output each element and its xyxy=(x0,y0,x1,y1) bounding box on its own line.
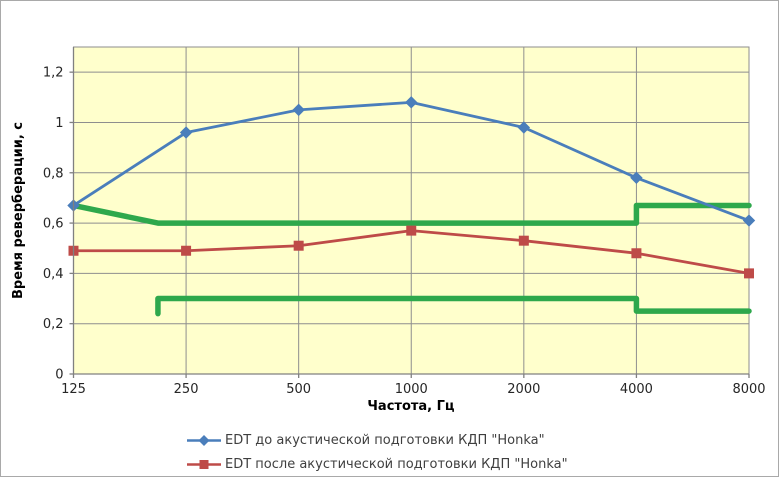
x-tick-label: 8000 xyxy=(732,382,765,397)
y-tick-label: 0,4 xyxy=(43,267,64,282)
legend-square-glyph xyxy=(199,459,209,469)
y-tick-label: 0,6 xyxy=(43,217,64,232)
y-tick-label: 0,2 xyxy=(43,317,64,332)
series-0-marker-diamond xyxy=(742,214,756,227)
legend-label-edt-after: EDT после акустической подготовки КДП "H… xyxy=(225,456,568,472)
y-axis-title: Время реверберации, с xyxy=(10,122,26,299)
series-1-marker-square xyxy=(631,248,642,259)
legend-marker-diamond-icon xyxy=(187,434,221,446)
series-1-marker-square xyxy=(181,245,192,256)
series-1-marker-square xyxy=(744,268,754,279)
series-1-marker-square xyxy=(293,240,304,251)
legend-item-edt-after: EDT после акустической подготовки КДП "H… xyxy=(187,454,568,474)
x-axis-title: Частота, Гц xyxy=(367,399,455,414)
y-tick-label: 0,8 xyxy=(43,166,64,181)
series-0-marker-diamond xyxy=(630,171,643,185)
series-0-marker-diamond xyxy=(179,126,193,139)
legend-marker-square-icon xyxy=(187,459,221,469)
annotation-upper-bound xyxy=(70,202,752,226)
legend-label-edt-before: EDT до акустической подготовки КДП "Honk… xyxy=(225,432,545,448)
x-tick-label: 250 xyxy=(174,382,199,397)
x-tick-label: 500 xyxy=(286,382,311,397)
legend-diamond-glyph xyxy=(198,434,210,446)
y-tick-label: 0 xyxy=(55,368,63,383)
chart-plot-svg: 0 0,2 0,4 0,6 0,8 1 1,2 125 250 500 1000 2000 4000 80… xyxy=(43,46,766,397)
series-1-marker-square xyxy=(406,225,417,236)
series-0-marker-diamond xyxy=(517,121,531,134)
legend-item-edt-before: EDT до акустической подготовки КДП "Honk… xyxy=(187,430,568,450)
y-tick-label: 1 xyxy=(55,116,63,131)
x-tick-label: 125 xyxy=(61,382,86,397)
x-tick-label: 2000 xyxy=(507,382,540,397)
series-0-marker-diamond xyxy=(405,96,418,109)
y-tick-label: 1,2 xyxy=(43,66,64,81)
x-tick-label: 1000 xyxy=(395,382,428,397)
chart-legend: EDT до акустической подготовки КДП "Honk… xyxy=(187,430,568,474)
series-1-marker-square xyxy=(518,235,529,246)
annotation-lower-bound xyxy=(155,295,752,317)
x-tick-label: 4000 xyxy=(620,382,653,397)
y-axis-title-box: Время реверберации, с xyxy=(5,47,31,374)
series-0-marker-diamond xyxy=(292,103,305,117)
